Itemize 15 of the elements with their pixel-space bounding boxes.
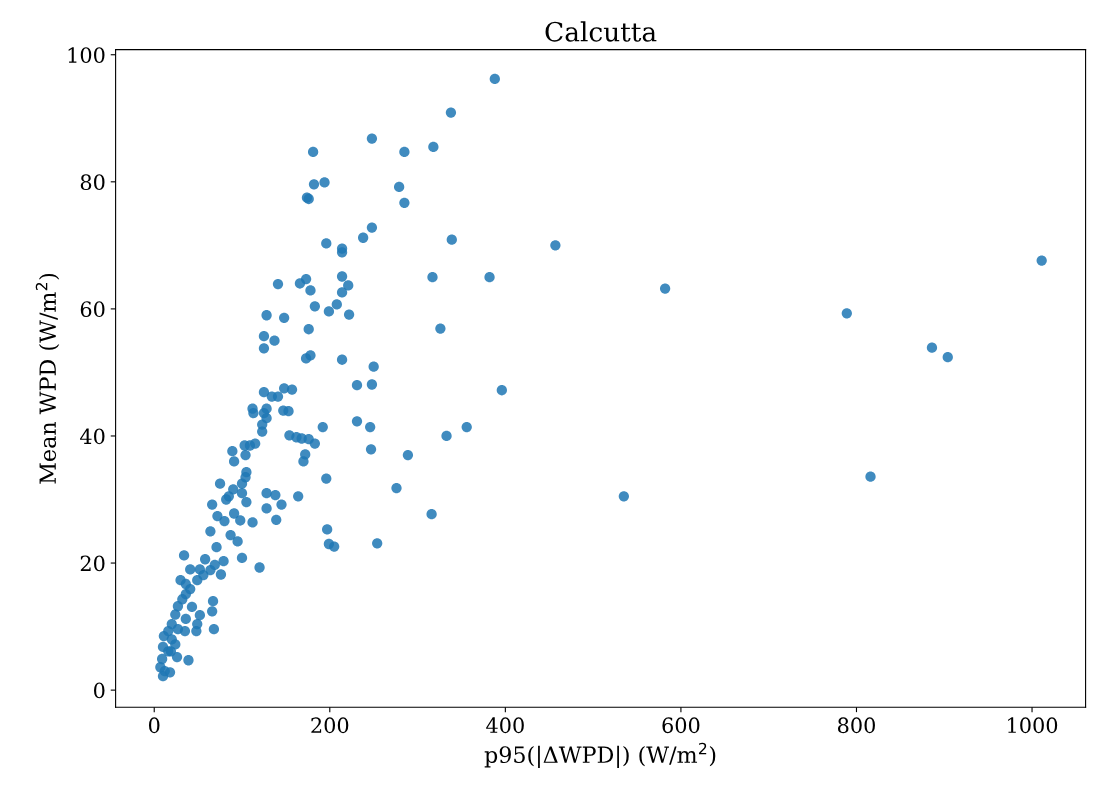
y-tick-label: 100 <box>68 47 105 63</box>
x-tick-label: 1000 <box>1008 717 1058 734</box>
y-tick-label: 40 <box>80 428 105 445</box>
x-tick-label: 600 <box>662 717 700 734</box>
x-tick-label: 800 <box>837 717 875 734</box>
x-tick-label: 0 <box>148 717 160 734</box>
y-tick-label: 20 <box>80 555 105 572</box>
x-tick-label: 200 <box>311 717 349 734</box>
y-tick-label: 60 <box>80 301 105 318</box>
x-tick-label: 400 <box>486 717 524 734</box>
y-tick-label: 0 <box>94 682 105 699</box>
x-axis-title: p95(|ΔWPD|) (W/m$^{2}$) <box>484 742 716 769</box>
chart-title: Calcutta <box>545 21 657 42</box>
y-axis-title: Mean WPD (W/m$^{2}$) <box>35 273 60 484</box>
y-tick-label: 80 <box>80 174 105 191</box>
